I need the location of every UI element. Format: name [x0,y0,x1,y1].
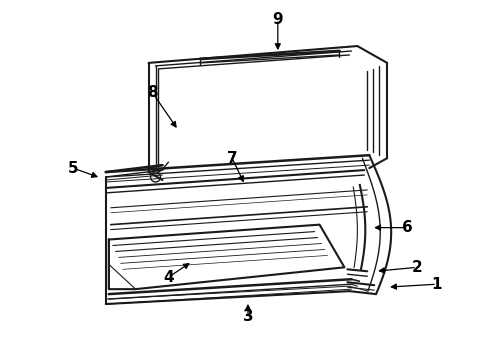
Text: 5: 5 [68,161,78,176]
Text: 2: 2 [412,260,422,275]
Text: 8: 8 [147,85,158,100]
Text: 6: 6 [402,220,413,235]
Text: 7: 7 [227,151,237,166]
Text: 3: 3 [243,310,253,324]
Text: 1: 1 [432,277,442,292]
Text: 4: 4 [163,270,174,285]
Text: 9: 9 [272,12,283,27]
